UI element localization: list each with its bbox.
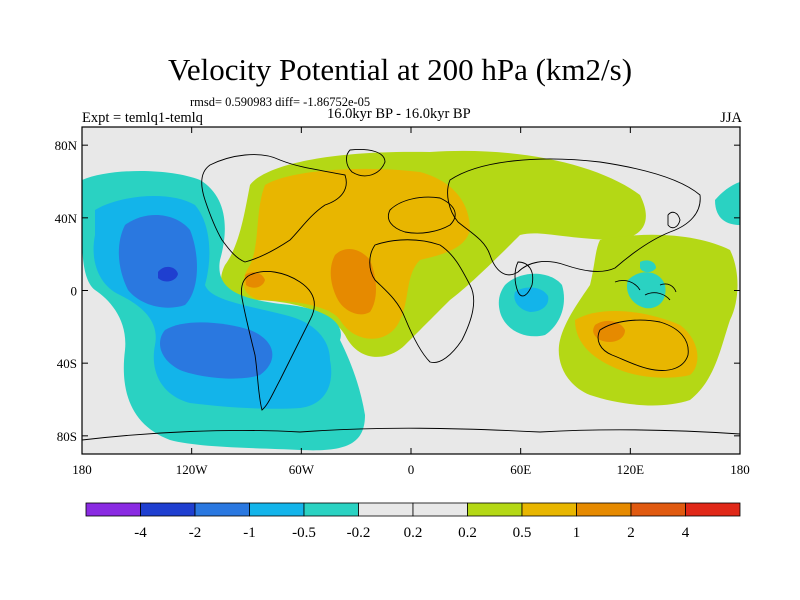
- lat-tick-label: 40N: [55, 211, 78, 226]
- colorbar-swatch: [576, 502, 632, 517]
- colorbar-label: 0.2: [458, 525, 477, 541]
- colorbar-label: -1: [243, 525, 256, 541]
- colorbar-swatch: [412, 502, 468, 517]
- neg-weak-east-pacific: [715, 182, 740, 225]
- pos-strong-caribbean: [245, 272, 265, 288]
- neg-weak-maritime: [626, 272, 666, 309]
- lon-tick-label: 180: [72, 462, 92, 477]
- neg-mid-pacific: [118, 214, 197, 308]
- colorbar-label: 0.5: [513, 525, 532, 541]
- colorbar: -4 -2 -1 -0.5 -0.2 0.2 0.2 0.5 1 2 4: [85, 502, 741, 541]
- lon-tick-label: 120E: [617, 462, 645, 477]
- pos-strong-australia: [593, 320, 625, 342]
- pos-strong-atlantic: [330, 248, 376, 315]
- lon-tick-label: 60E: [510, 462, 531, 477]
- neg-strong-pacific: [158, 266, 178, 282]
- colorbar-swatch: [685, 502, 741, 517]
- colorbar-label: -2: [189, 525, 202, 541]
- colorbar-swatch: [194, 502, 250, 517]
- colorbar-label: 0.2: [404, 525, 423, 541]
- colorbar-swatch: [303, 502, 359, 517]
- neg-mid-south-pacific: [160, 322, 273, 379]
- lon-tick-label: 60W: [289, 462, 315, 477]
- lon-tick-label: 0: [408, 462, 415, 477]
- lat-tick-label: 80S: [57, 429, 77, 444]
- colorbar-label: -4: [134, 525, 147, 541]
- period-label: 16.0kyr BP - 16.0kyr BP: [327, 106, 471, 122]
- colorbar-label: 1: [573, 525, 581, 541]
- colorbar-swatch: [85, 502, 141, 517]
- coastlines: [82, 149, 740, 441]
- colorbar-swatch: [140, 502, 196, 517]
- colorbar-swatch: [521, 502, 577, 517]
- season-label: JJA: [720, 110, 742, 126]
- contour-fields: [82, 150, 740, 451]
- neg-light-indian: [514, 287, 549, 312]
- stats-label: rmsd= 0.590983 diff= -1.86752e-05: [190, 95, 371, 109]
- colorbar-label: -0.5: [292, 525, 316, 541]
- colorbar-label: 4: [682, 525, 690, 541]
- colorbar-swatch: [467, 502, 523, 517]
- lon-tick-label: 180: [730, 462, 750, 477]
- lat-tick-label: 80N: [55, 138, 78, 153]
- experiment-label: Expt = temlq1-temlq: [82, 110, 203, 126]
- lon-tick-label: 120W: [176, 462, 209, 477]
- neg-weak-nw-pacific: [640, 260, 656, 273]
- lat-axis: 80N 40N 0 40S 80S: [55, 138, 740, 444]
- colorbar-swatch: [249, 502, 305, 517]
- colorbar-swatch: [358, 502, 414, 517]
- lat-tick-label: 40S: [57, 356, 77, 371]
- colorbar-label: -0.2: [347, 525, 371, 541]
- figure-title: Velocity Potential at 200 hPa (km2/s): [167, 52, 633, 87]
- lon-axis: 180 120W 60W 0 60E 120E 180: [72, 127, 750, 477]
- colorbar-label: 2: [627, 525, 635, 541]
- colorbar-swatch: [630, 502, 686, 517]
- lat-tick-label: 0: [71, 284, 78, 299]
